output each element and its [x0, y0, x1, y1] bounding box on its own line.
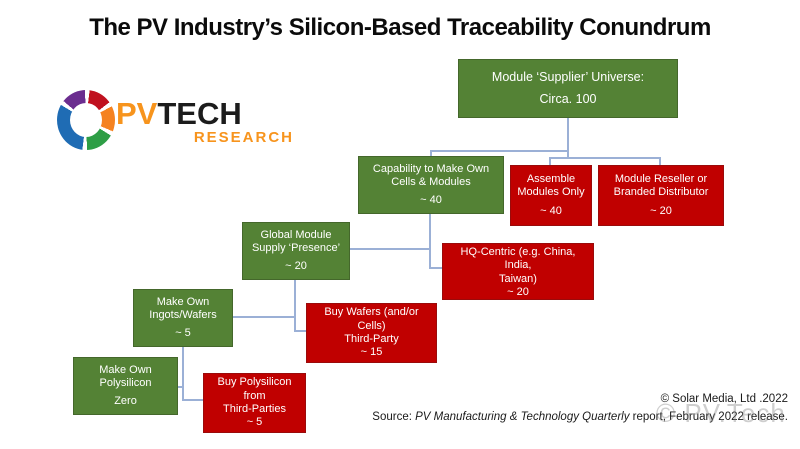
copyright-text: © Solar Media, Ltd .2022	[660, 393, 788, 405]
box-module-reseller-branded-distributor: Module Reseller or Branded Distributor ~…	[598, 165, 724, 226]
box-value: ~ 20	[650, 204, 672, 217]
source-prefix: Source:	[372, 411, 416, 423]
box-buy-polysilicon-third-parties: Buy Polysilicon from Third-Parties ~ 5	[203, 373, 306, 433]
source-attribution: Source: PV Manufacturing & Technology Qu…	[372, 411, 788, 423]
connector-line	[549, 157, 551, 166]
box-value: ~ 15	[360, 346, 383, 359]
logo-tech-text: TECH	[157, 96, 242, 131]
connector-line	[233, 316, 295, 318]
box-label: Make Own Polysilicon	[99, 363, 152, 390]
box-value: ~ 5	[175, 326, 191, 339]
pvtech-research-logo: PVTECH RESEARCH	[55, 86, 300, 156]
logo-research-text: RESEARCH	[193, 129, 294, 146]
logo-wordmark: PVTECH	[116, 98, 294, 129]
source-report-title: PV Manufacturing & Technology Quarterly	[415, 411, 630, 423]
box-label: Buy Polysilicon from Third-Parties	[217, 376, 292, 415]
pvtech-ring-icon	[57, 90, 115, 150]
connector-line	[429, 267, 442, 269]
box-hq-centric: HQ-Centric (e.g. China, India, Taiwan) ~…	[442, 243, 594, 300]
box-value: ~ 40	[540, 204, 562, 217]
connector-line	[659, 157, 661, 166]
box-value: ~ 40	[420, 193, 442, 206]
source-suffix: report, February 2022 release.	[629, 411, 788, 423]
box-value: ~ 20	[507, 286, 529, 299]
box-module-supplier-universe: Module ‘Supplier’ Universe: Circa. 100	[458, 59, 678, 118]
connector-line	[176, 386, 183, 388]
connector-line	[182, 399, 203, 401]
connector-line	[429, 214, 431, 269]
box-make-own-polysilicon: Make Own Polysilicon Zero	[73, 357, 178, 415]
box-label: Module ‘Supplier’ Universe:	[491, 69, 645, 84]
box-label: Assemble Modules Only	[517, 172, 585, 199]
box-label: Module Reseller or Branded Distributor	[613, 172, 709, 199]
page-title: The PV Industry’s Silicon-Based Traceabi…	[89, 14, 711, 41]
box-label: Buy Wafers (and/or Cells) Third-Party	[324, 306, 419, 345]
connector-line	[350, 248, 430, 250]
box-value: ~ 5	[246, 416, 263, 429]
box-label: Global Module Supply ‘Presence’	[251, 228, 341, 255]
pvtech-watermark: © PV.Tech	[656, 398, 786, 428]
connector-line	[294, 280, 296, 332]
box-buy-wafers-third-party: Buy Wafers (and/or Cells) Third-Party ~ …	[306, 303, 437, 363]
connector-line	[294, 330, 306, 332]
box-value: Zero	[114, 394, 137, 407]
connector-line	[430, 150, 569, 152]
box-assemble-modules-only: Assemble Modules Only ~ 40	[510, 165, 592, 226]
box-label: Make Own Ingots/Wafers	[149, 295, 217, 322]
box-label: Capability to Make Own Cells & Modules	[372, 162, 490, 189]
logo-pv-text: PV	[116, 96, 158, 131]
box-value: Circa. 100	[539, 92, 597, 107]
box-label: HQ-Centric (e.g. China, India, Taiwan)	[460, 246, 576, 285]
box-make-own-ingots-wafers: Make Own Ingots/Wafers ~ 5	[133, 289, 233, 347]
connector-line	[182, 347, 184, 401]
box-global-module-supply-presence: Global Module Supply ‘Presence’ ~ 20	[242, 222, 350, 280]
connector-line	[549, 157, 661, 159]
connector-line	[567, 118, 569, 158]
box-value: ~ 20	[285, 259, 307, 272]
connector-line	[430, 150, 432, 157]
box-capability-make-own-cells-modules: Capability to Make Own Cells & Modules ~…	[358, 156, 504, 214]
